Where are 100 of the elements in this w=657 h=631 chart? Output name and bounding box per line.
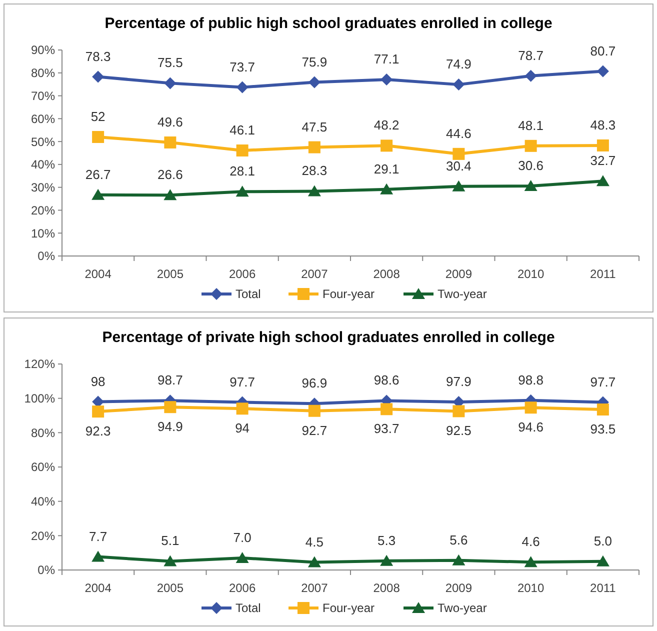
x-tick-label: 2006 <box>228 581 256 595</box>
data-label: 5.3 <box>378 532 396 548</box>
point <box>380 74 393 86</box>
data-label: 48.2 <box>374 118 400 133</box>
data-label: 44.6 <box>446 126 472 141</box>
y-tick-label: 30% <box>30 180 56 195</box>
legend-label: Total <box>236 287 261 302</box>
data-label: 47.5 <box>302 119 328 134</box>
x-tick-label: 2011 <box>590 267 616 281</box>
x-tick-label: 2005 <box>156 581 184 595</box>
data-label: 4.6 <box>522 534 540 550</box>
y-tick-label: 60% <box>30 460 56 474</box>
x-tick-label: 2005 <box>156 267 184 281</box>
chart-title: Percentage of private high school graduates enrolled in college <box>102 329 555 346</box>
point <box>92 130 104 143</box>
y-tick-label: 80% <box>30 426 56 440</box>
data-label: 96.9 <box>302 376 328 391</box>
y-tick-label: 10% <box>30 226 56 240</box>
x-tick-label: 2004 <box>84 267 112 281</box>
legend-label: Four-year <box>322 287 375 302</box>
point <box>308 556 321 568</box>
point <box>236 186 249 197</box>
x-tick-label: 2010 <box>517 581 544 595</box>
y-tick-label: 0% <box>38 249 56 264</box>
data-label: 92.5 <box>446 423 472 438</box>
x-tick-label: 2009 <box>445 581 472 595</box>
point <box>92 406 104 418</box>
point <box>452 78 465 91</box>
point <box>596 555 610 566</box>
x-tick-label: 2006 <box>228 267 256 281</box>
data-label: 93.5 <box>590 421 616 436</box>
data-label: 97.7 <box>590 374 616 390</box>
point <box>596 175 610 186</box>
point <box>164 136 176 148</box>
point <box>380 140 393 152</box>
x-tick-label: 2007 <box>301 581 328 595</box>
point <box>236 552 249 563</box>
x-tick-label: 2008 <box>373 581 400 595</box>
y-tick-label: 20% <box>30 528 56 543</box>
data-label: 78.3 <box>85 48 111 64</box>
point <box>380 183 394 194</box>
data-label: 98.6 <box>374 372 400 388</box>
point <box>380 403 393 416</box>
data-label: 92.7 <box>302 422 328 438</box>
chart-title: Percentage of public high school graduates enrolled in college <box>104 15 552 32</box>
point <box>524 402 537 414</box>
x-tick-label: 2011 <box>590 581 616 595</box>
y-tick-label: 90% <box>30 43 56 58</box>
data-label: 26.6 <box>158 167 183 182</box>
data-label: 7.0 <box>233 530 252 545</box>
data-label: 5.0 <box>594 533 612 548</box>
legend-label: Four-year <box>322 601 375 616</box>
data-label: 98 <box>90 374 106 389</box>
data-label: 30.6 <box>518 158 544 173</box>
legend-label: Total <box>236 601 261 616</box>
y-tick-label: 120% <box>24 357 56 372</box>
data-label: 94.6 <box>518 420 544 435</box>
data-label: 28.3 <box>302 163 328 178</box>
point <box>164 189 177 200</box>
data-label: 48.1 <box>518 118 544 133</box>
data-label: 49.6 <box>158 114 183 130</box>
y-tick-label: 40% <box>30 494 56 509</box>
data-label: 75.9 <box>302 54 328 70</box>
data-label: 92.3 <box>85 424 111 439</box>
data-label: 75.5 <box>158 55 183 70</box>
y-tick-label: 0% <box>38 563 56 578</box>
point <box>452 554 466 566</box>
point <box>164 555 177 566</box>
point <box>236 81 248 94</box>
point <box>452 405 465 418</box>
data-label: 26.7 <box>85 166 111 182</box>
data-label: 29.1 <box>374 161 400 176</box>
data-label: 80.7 <box>590 43 616 58</box>
data-label: 94 <box>235 420 250 436</box>
y-tick-label: 50% <box>30 134 56 149</box>
data-label: 94.9 <box>158 419 183 434</box>
point <box>92 188 105 200</box>
legend-label: Two-year <box>438 287 487 302</box>
data-label: 48.3 <box>590 117 616 132</box>
data-label: 32.7 <box>590 153 616 168</box>
y-tick-label: 20% <box>30 203 56 218</box>
point <box>92 550 105 562</box>
legend-label: Two-year <box>438 601 487 616</box>
y-tick-label: 40% <box>30 158 56 172</box>
point <box>308 141 320 154</box>
data-label: 97.9 <box>446 374 472 389</box>
data-label: 28.1 <box>230 164 255 179</box>
data-label: 7.7 <box>89 528 108 544</box>
point <box>596 65 609 78</box>
y-tick-label: 80% <box>30 66 56 80</box>
x-tick-label: 2010 <box>517 267 544 281</box>
point <box>452 180 466 192</box>
point <box>524 556 538 568</box>
data-label: 46.1 <box>230 122 255 138</box>
point <box>92 70 104 83</box>
point <box>524 180 538 191</box>
x-tick-label: 2009 <box>445 267 472 281</box>
data-label: 77.1 <box>374 52 400 67</box>
point <box>164 77 176 90</box>
x-tick-label: 2007 <box>301 267 328 281</box>
